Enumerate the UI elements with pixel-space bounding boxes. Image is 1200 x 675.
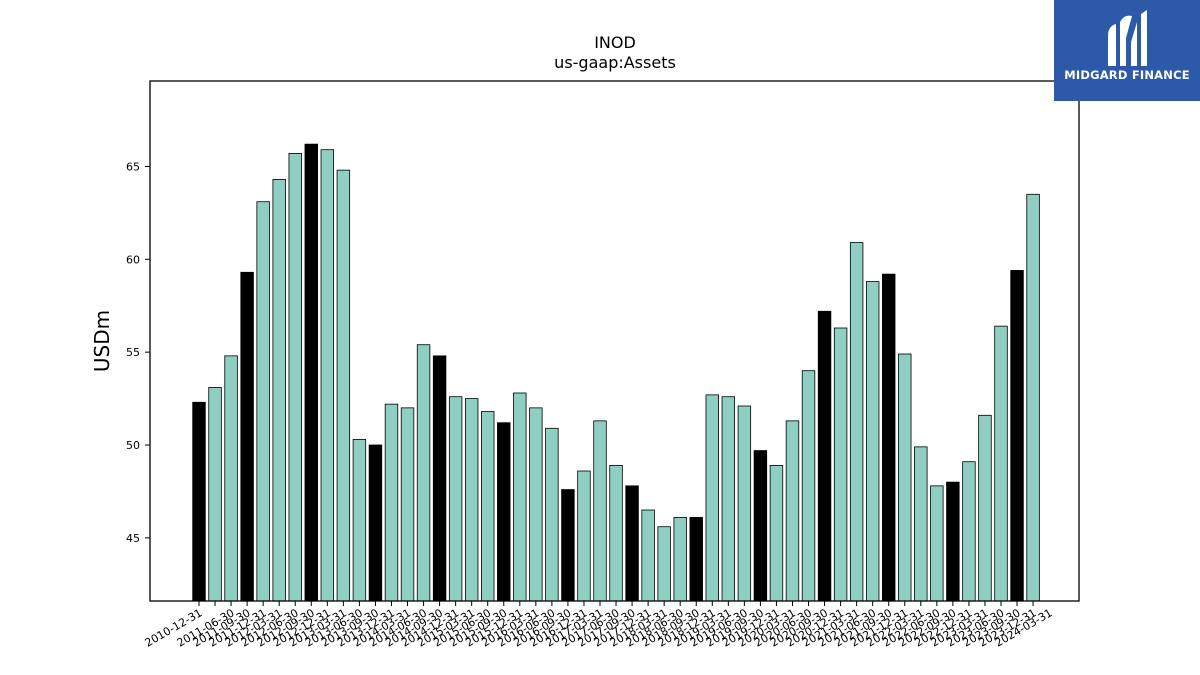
- bar-2012-06-30: [288, 153, 302, 602]
- y-tick-label: 65: [126, 160, 140, 173]
- bar-2022-09-30: [946, 481, 960, 602]
- bar-2015-03-31: [464, 398, 479, 602]
- y-axis-label: USDm: [90, 310, 114, 372]
- bar-2022-03-31: [914, 446, 928, 602]
- bar-2014-09-30: [432, 355, 447, 602]
- bar-2013-09-30: [368, 444, 383, 602]
- bar-2017-12-31: [641, 509, 655, 602]
- y-tick-label: 55: [126, 346, 140, 359]
- bar-2023-09-30: [1010, 270, 1024, 602]
- bar-2018-03-31: [657, 526, 671, 602]
- bar-2018-12-31: [705, 394, 719, 602]
- bar-2022-12-31: [962, 461, 976, 602]
- bar-2013-03-31: [336, 169, 351, 602]
- bar-2014-06-30: [416, 344, 431, 602]
- bar-2016-09-30: [561, 489, 575, 602]
- bar-2019-03-31: [721, 396, 736, 602]
- bar-2011-03-31: [208, 387, 222, 602]
- bar-2015-06-30: [481, 411, 495, 602]
- bar-2021-06-30: [865, 281, 880, 602]
- bar-2020-09-30: [817, 310, 832, 602]
- y-tick-label: 50: [126, 439, 140, 452]
- bar-2019-12-31: [769, 465, 784, 602]
- midgard-finance-logo: MIDGARD FINANCE: [1054, 0, 1200, 101]
- bar-2011-09-30: [240, 271, 254, 602]
- bar-2020-06-30: [801, 370, 816, 602]
- bar-2021-12-31: [898, 353, 912, 602]
- bar-2021-03-31: [849, 242, 864, 602]
- bar-2016-12-31: [577, 470, 591, 602]
- y-ticks-group: 45 50 55 60 65: [126, 160, 150, 545]
- bar-2010-12-31: [192, 401, 206, 602]
- bar-2014-03-31: [400, 407, 415, 602]
- logo-text: MIDGARD FINANCE: [1064, 68, 1190, 82]
- chart-subtitle: us-gaap:Assets: [554, 53, 676, 72]
- bar-2011-12-31: [256, 201, 270, 602]
- bar-2023-06-30: [994, 325, 1008, 602]
- bar-2019-06-30: [737, 405, 752, 602]
- bar-2012-03-31: [272, 179, 286, 602]
- bar-2014-12-31: [448, 396, 463, 602]
- bar-2015-12-31: [513, 392, 527, 602]
- midgard-logo-icon: [1108, 10, 1147, 67]
- bar-2012-12-31: [320, 149, 335, 602]
- bar-2016-03-31: [529, 407, 543, 602]
- x-ticks-group: 2010-12-312011-06-302011-09-302011-12-31…: [143, 601, 1055, 650]
- bar-2013-06-30: [352, 439, 367, 602]
- bar-2018-06-30: [673, 517, 687, 602]
- bar-2012-09-30: [304, 143, 318, 602]
- bar-2023-12-31: [1026, 193, 1040, 602]
- chart-title: INOD: [594, 33, 636, 52]
- bar-2013-12-31: [384, 403, 399, 602]
- y-tick-label: 45: [126, 532, 140, 545]
- bars-group: [192, 143, 1040, 602]
- bar-2020-12-31: [833, 327, 848, 602]
- bar-2017-06-30: [609, 465, 623, 602]
- plot-frame: [149, 80, 1080, 602]
- bar-2021-09-30: [882, 273, 896, 602]
- y-tick-label: 60: [126, 253, 140, 266]
- bar-2020-03-31: [785, 420, 800, 602]
- bar-2017-03-31: [593, 420, 607, 602]
- bar-2022-06-30: [930, 485, 944, 602]
- bar-2011-06-30: [224, 355, 238, 602]
- bar-2015-09-30: [497, 422, 511, 602]
- bar-2019-09-30: [753, 450, 768, 602]
- bar-2016-06-30: [545, 427, 559, 602]
- bar-2017-09-30: [625, 485, 639, 602]
- bar-2018-09-30: [689, 517, 703, 602]
- bar-2023-03-31: [978, 414, 992, 602]
